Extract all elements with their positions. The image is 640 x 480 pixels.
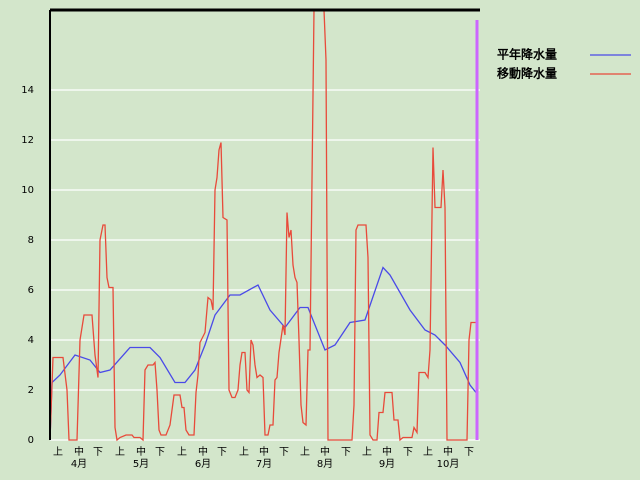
x-tick-label: 下 xyxy=(464,447,474,458)
legend-label: 移動降水量 xyxy=(497,66,557,81)
x-tick-label: 上 xyxy=(53,446,63,458)
month-label: 6月 xyxy=(195,458,211,470)
x-tick-label: 中 xyxy=(74,445,84,458)
month-label: 7月 xyxy=(256,458,272,470)
series-line xyxy=(50,10,477,442)
x-tick-label: 上 xyxy=(423,446,433,458)
x-tick-label: 上 xyxy=(177,446,187,458)
x-tick-label: 上 xyxy=(300,446,310,458)
x-tick-label: 中 xyxy=(443,445,453,458)
y-tick-label: 6 xyxy=(28,285,34,296)
legend-label: 平年降水量 xyxy=(497,47,557,62)
y-tick-label: 14 xyxy=(21,85,34,96)
x-tick-label: 下 xyxy=(217,447,227,458)
y-tick-label: 2 xyxy=(28,385,34,396)
x-tick-label: 中 xyxy=(320,445,330,458)
x-tick-label: 下 xyxy=(341,447,351,458)
axes: 02468101214上中下上中下上中下上中下上中下上中下上中下4月 5月 6月 7月… xyxy=(21,8,480,470)
y-tick-label: 10 xyxy=(21,185,34,196)
series-line xyxy=(50,266,479,441)
y-tick-label: 8 xyxy=(28,235,34,246)
month-label: 9月 xyxy=(379,458,395,470)
month-label: 10月 xyxy=(437,458,460,470)
x-tick-label: 下 xyxy=(155,447,165,458)
plot-area xyxy=(50,10,479,442)
x-tick-label: 上 xyxy=(362,446,372,458)
x-tick-label: 中 xyxy=(198,445,208,458)
x-tick-label: 下 xyxy=(403,447,413,458)
y-tick-label: 4 xyxy=(28,335,34,346)
x-tick-label: 中 xyxy=(259,445,269,458)
x-tick-label: 下 xyxy=(93,447,103,458)
month-label: 4月 xyxy=(71,458,87,470)
month-label: 5月 xyxy=(133,458,149,470)
x-tick-label: 下 xyxy=(279,447,289,458)
month-label: 8月 xyxy=(317,458,333,470)
x-tick-label: 中 xyxy=(382,445,392,458)
grid xyxy=(50,89,480,441)
x-tick-label: 上 xyxy=(115,446,125,458)
y-tick-label: 0 xyxy=(28,435,34,446)
x-tick-label: 中 xyxy=(136,445,146,458)
y-tick-label: 12 xyxy=(21,135,34,146)
x-tick-label: 上 xyxy=(239,446,249,458)
